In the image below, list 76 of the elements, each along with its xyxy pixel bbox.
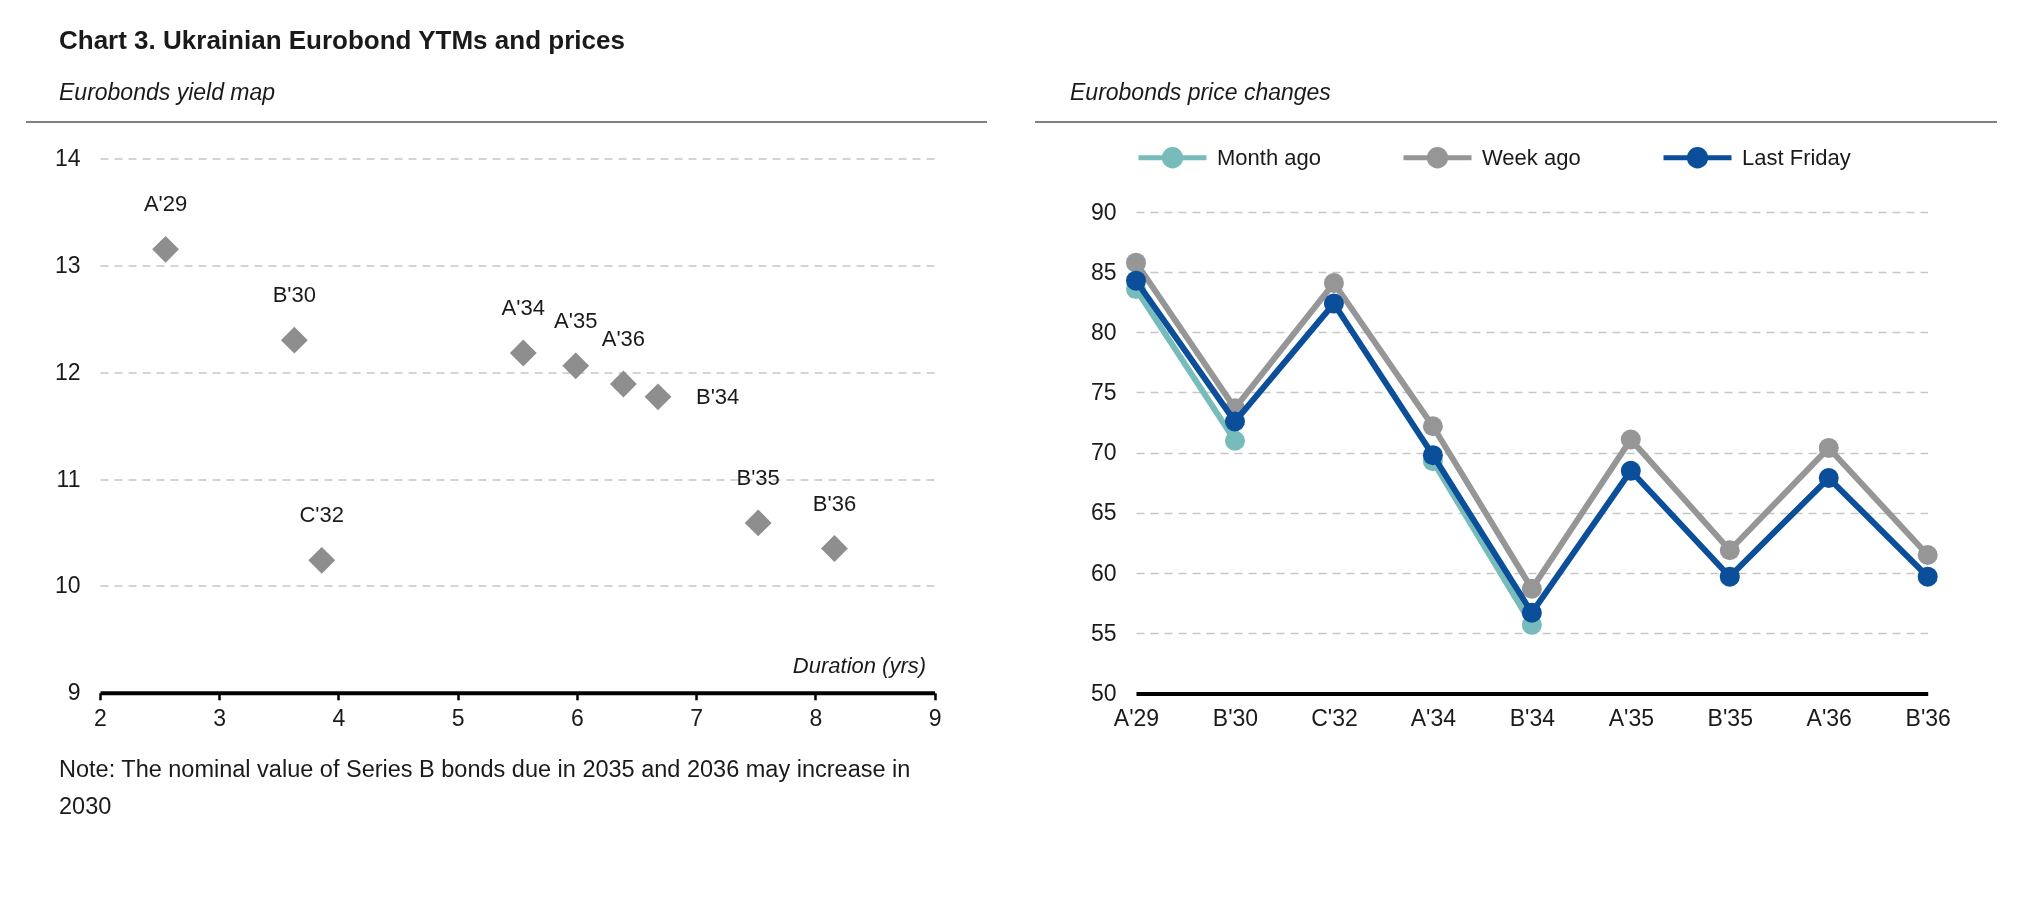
- y-tick-label: 13: [54, 251, 81, 278]
- y-tick-label: 9: [67, 679, 81, 706]
- y-tick-label: 80: [1090, 318, 1117, 345]
- y-tick-label: 85: [1090, 258, 1117, 285]
- legend-label: Week ago: [1482, 144, 1581, 170]
- x-tick-label: B'35: [1707, 704, 1753, 731]
- x-tick-label: 4: [332, 705, 346, 732]
- x-tick-label: B'36: [1905, 704, 1951, 731]
- point: [1224, 411, 1245, 432]
- point: [308, 546, 336, 574]
- y-tick-label: 90: [1090, 198, 1117, 225]
- point: [1422, 445, 1443, 466]
- annotation: A'34: [501, 294, 545, 320]
- y-tick-label: 11: [56, 465, 81, 492]
- x-tick-label: A'29: [1113, 704, 1160, 731]
- point: [1126, 270, 1146, 291]
- point: [1917, 545, 1938, 566]
- x-tick-label: 2: [94, 705, 107, 732]
- y-tick-label: 10: [54, 572, 81, 599]
- point: [1818, 437, 1839, 458]
- point: [1620, 429, 1641, 450]
- point: [1521, 602, 1542, 623]
- x-tick-label: C'32: [1311, 704, 1358, 731]
- point: [280, 326, 308, 354]
- x-tick-label: 8: [809, 705, 823, 732]
- x-tick-label: B'34: [1509, 704, 1556, 731]
- x-tick-label: 6: [571, 705, 584, 732]
- y-tick-label: 12: [54, 358, 81, 385]
- point: [1224, 430, 1245, 451]
- point: [1620, 460, 1641, 481]
- point: [1422, 416, 1443, 437]
- annotation: A'35: [554, 307, 598, 333]
- point: [509, 339, 537, 367]
- point: [1917, 566, 1938, 587]
- x-tick-label: A'35: [1608, 704, 1654, 731]
- annotation: B'36: [812, 490, 857, 516]
- x-tick-label: B'30: [1212, 704, 1259, 731]
- point: [821, 535, 848, 562]
- y-tick-label: 75: [1090, 379, 1117, 406]
- chart-title: Eurobonds price changes: [1070, 79, 1331, 106]
- annotation: B'35: [736, 464, 780, 490]
- annotation: B'34: [695, 383, 740, 409]
- point: [744, 509, 772, 537]
- annotation: B'30: [272, 282, 317, 308]
- x-axis-title: Duration (yrs): [792, 653, 927, 679]
- point: [1719, 566, 1740, 587]
- y-tick-label: 55: [1090, 619, 1117, 646]
- x-tick-label: 5: [451, 705, 465, 732]
- y-tick-label: 60: [1090, 559, 1117, 586]
- point: [152, 235, 179, 263]
- legend-label: Last Friday: [1742, 144, 1851, 170]
- point: [1323, 293, 1344, 314]
- point: [610, 370, 637, 398]
- y-tick-label: 14: [54, 145, 81, 171]
- annotation: A'29: [143, 191, 188, 217]
- x-tick-label: 9: [928, 705, 942, 732]
- point: [562, 352, 590, 380]
- point: [1521, 578, 1542, 599]
- x-tick-label: 3: [213, 705, 227, 732]
- y-tick-label: 50: [1090, 679, 1117, 706]
- point: [644, 383, 672, 411]
- chart-title: Chart 3. Ukrainian Eurobond YTMs and prices: [59, 25, 625, 55]
- x-tick-label: A'34: [1410, 704, 1457, 731]
- x-tick-label: A'36: [1806, 704, 1852, 731]
- legend-label: Month ago: [1217, 144, 1321, 170]
- y-tick-label: 65: [1090, 499, 1117, 526]
- text: Note: The nominal value of Series B bonds due in 2035 and 2036 may increase in 2030: [59, 754, 912, 821]
- point: [1719, 540, 1740, 561]
- point: [1126, 252, 1146, 273]
- y-tick-label: 70: [1090, 439, 1117, 466]
- annotation: C'32: [299, 502, 345, 528]
- point: [1323, 273, 1344, 294]
- chart-subtitle: Eurobonds yield map: [59, 79, 276, 106]
- point: [1818, 468, 1839, 488]
- x-tick-label: 7: [690, 705, 704, 732]
- annotation: A'36: [601, 325, 646, 351]
